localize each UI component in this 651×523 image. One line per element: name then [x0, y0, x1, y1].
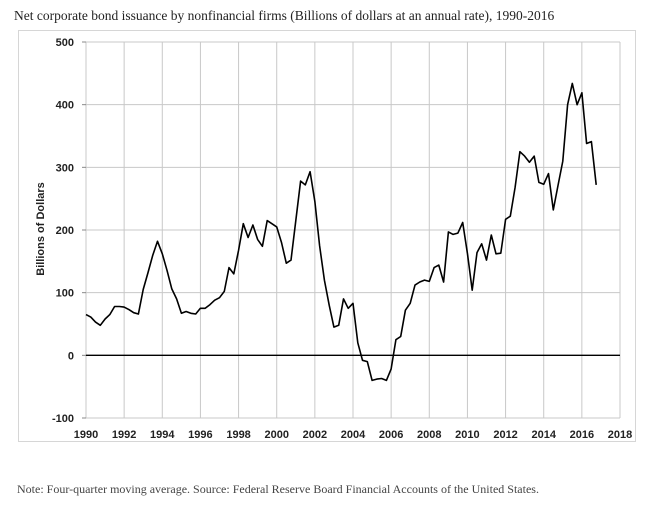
y-axis-label: Billions of Dollars [35, 182, 47, 276]
x-tick-label: 2010 [455, 429, 479, 441]
x-tick-label: 1996 [188, 429, 212, 441]
y-tick-labels: 500 400 300 200 100 0 -100 [52, 37, 74, 425]
x-tick-label: 1998 [226, 429, 250, 441]
y-tick-label: 0 [68, 350, 74, 362]
x-tick-label: 2016 [570, 429, 594, 441]
series-line [85, 82, 597, 382]
x-tick-label: 2018 [608, 429, 632, 441]
x-tick-labels: 1990 1992 1994 1996 1998 2000 2002 2004 2006 2008… [74, 429, 632, 441]
y-tick-label: 400 [56, 100, 74, 112]
gridlines [82, 41, 621, 419]
y-tick-label: 100 [56, 288, 74, 300]
chart-title: Net corporate bond issuance by nonfinanc… [14, 8, 555, 23]
x-tick-label: 2002 [303, 429, 327, 441]
x-tick-label: 1994 [150, 429, 175, 441]
x-tick-label: 1992 [112, 429, 136, 441]
x-tick-label: 2008 [417, 429, 441, 441]
y-tick-label: 300 [56, 162, 74, 174]
chart-frame [18, 30, 636, 442]
chart-note: Note: Four-quarter moving average. Sourc… [17, 482, 539, 496]
y-tick-label: -100 [52, 413, 74, 425]
x-tick-label: 2006 [379, 429, 403, 441]
x-tick-label: 1990 [74, 429, 98, 441]
x-tick-label: 2012 [493, 429, 517, 441]
x-tick-label: 2000 [264, 429, 288, 441]
y-tick-label: 200 [56, 225, 74, 237]
x-tick-label: 2004 [341, 429, 366, 441]
y-tick-label: 500 [56, 37, 74, 49]
x-tick-label: 2014 [531, 429, 556, 441]
